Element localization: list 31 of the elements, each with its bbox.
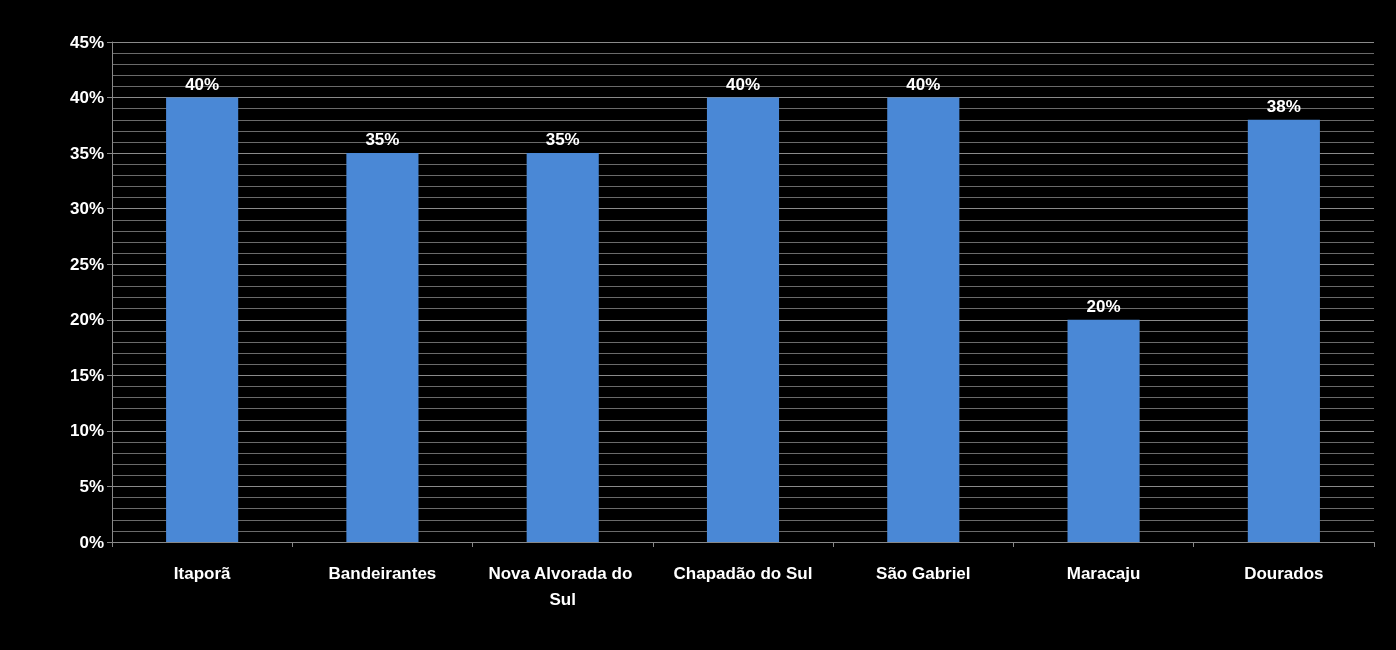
data-label: 40% <box>725 74 761 94</box>
x-tick-label: Bandeirantes <box>328 563 437 583</box>
x-tick-label: Chapadão do Sul <box>673 563 813 583</box>
data-label: 35% <box>545 130 580 150</box>
data-label: 40% <box>185 74 220 94</box>
data-label: 38% <box>1266 96 1301 116</box>
x-tick-label: Itaporã <box>173 563 232 583</box>
y-tick-label: 10% <box>69 421 104 441</box>
x-tick-label: Dourados <box>1244 563 1324 583</box>
bar <box>166 97 239 542</box>
x-tick-label: Nova Alvorada do Sul <box>488 563 638 609</box>
y-tick-label: 20% <box>69 310 104 330</box>
bar <box>706 97 780 542</box>
y-tick-label: 45% <box>69 32 104 52</box>
y-tick-label: 30% <box>69 199 104 219</box>
y-tick-label: 5% <box>79 476 104 496</box>
bar <box>1067 319 1140 542</box>
data-label: 35% <box>365 130 400 150</box>
bar <box>887 97 960 542</box>
bar <box>526 153 599 542</box>
y-tick-label: 35% <box>69 143 104 163</box>
y-tick-label: 15% <box>69 365 104 385</box>
bar <box>346 153 419 542</box>
y-tick-label: 25% <box>69 254 104 274</box>
x-tick-label: São Gabriel <box>876 563 971 583</box>
data-label: 40% <box>906 74 941 94</box>
bar <box>1247 119 1320 542</box>
y-tick-label: 40% <box>69 88 104 108</box>
y-tick-label: 0% <box>79 532 104 552</box>
data-label: 20% <box>1086 296 1121 316</box>
x-tick-label: Maracaju <box>1066 563 1141 583</box>
